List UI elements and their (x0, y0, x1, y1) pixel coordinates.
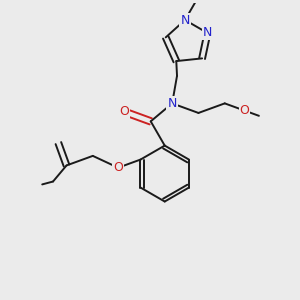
Text: O: O (113, 161, 123, 174)
Text: N: N (203, 26, 212, 40)
Text: O: O (119, 105, 129, 118)
Text: N: N (180, 14, 190, 26)
Text: N: N (167, 97, 177, 110)
Text: O: O (239, 104, 249, 117)
